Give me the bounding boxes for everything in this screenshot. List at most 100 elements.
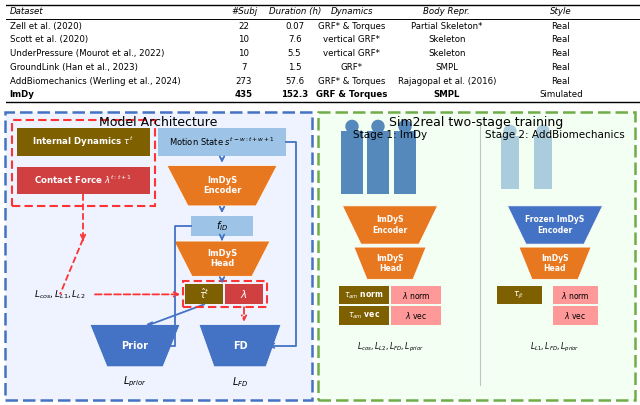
Text: SMPL: SMPL: [435, 63, 458, 72]
Text: Contact Force $\lambda^{t:t+1}$: Contact Force $\lambda^{t:t+1}$: [34, 174, 132, 186]
Text: Scott et al. (2020): Scott et al. (2020): [10, 35, 88, 45]
Text: 435: 435: [235, 90, 253, 100]
Bar: [394, 132, 416, 194]
Text: vertical GRF*: vertical GRF*: [323, 35, 380, 45]
Text: ImDyS
Head: ImDyS Head: [541, 254, 569, 273]
Text: ImDy: ImDy: [10, 90, 35, 100]
Bar: [185, 284, 223, 305]
Text: Body Repr.: Body Repr.: [424, 7, 470, 16]
Polygon shape: [174, 241, 270, 276]
Text: 5.5: 5.5: [288, 49, 301, 58]
Text: Real: Real: [552, 77, 570, 86]
Text: Stage 1: ImDy: Stage 1: ImDy: [353, 130, 427, 141]
Text: 7: 7: [241, 63, 247, 72]
Bar: [183, 281, 267, 307]
Text: GRF* & Torques: GRF* & Torques: [318, 21, 385, 31]
Text: Real: Real: [552, 21, 570, 31]
Text: Duration (h): Duration (h): [269, 7, 321, 16]
Text: 273: 273: [236, 77, 252, 86]
Text: 7.6: 7.6: [288, 35, 301, 45]
Text: Simulated: Simulated: [539, 90, 582, 100]
Text: $\lambda$ norm: $\lambda$ norm: [402, 290, 430, 301]
Text: $L_{L1}, L_{FD}, L_{prior}$: $L_{L1}, L_{FD}, L_{prior}$: [531, 341, 580, 354]
Circle shape: [399, 120, 411, 132]
Text: 1.5: 1.5: [288, 63, 301, 72]
Text: $\lambda$ vec: $\lambda$ vec: [405, 310, 427, 321]
Text: $L_{prior}$: $L_{prior}$: [123, 375, 147, 389]
Polygon shape: [354, 247, 426, 279]
Text: UnderPressure (Mourot et al., 2022): UnderPressure (Mourot et al., 2022): [10, 49, 164, 58]
Polygon shape: [519, 247, 591, 279]
Text: GroundLink (Han et al., 2023): GroundLink (Han et al., 2023): [10, 63, 138, 72]
Bar: [391, 286, 441, 305]
Text: Real: Real: [552, 35, 570, 45]
Text: SMPL: SMPL: [433, 90, 460, 100]
Text: Real: Real: [552, 63, 570, 72]
Polygon shape: [199, 324, 281, 367]
Text: AddBiomechanics (Werling et al., 2024): AddBiomechanics (Werling et al., 2024): [10, 77, 180, 86]
Text: Style: Style: [550, 7, 572, 16]
Text: Model Architecture: Model Architecture: [99, 116, 218, 129]
Text: Dynamics: Dynamics: [330, 7, 373, 16]
Text: $\lambda$: $\lambda$: [240, 288, 248, 301]
Text: Dataset: Dataset: [10, 7, 43, 16]
Text: Partial Skeleton*: Partial Skeleton*: [411, 21, 483, 31]
Bar: [225, 284, 263, 305]
Bar: [552, 286, 598, 305]
Text: FD: FD: [233, 341, 247, 351]
Text: $\tau_{jt}$: $\tau_{jt}$: [513, 290, 525, 301]
Text: $L_{cos}, L_{L2}, L_{FD}, L_{prior}$: $L_{cos}, L_{L2}, L_{FD}, L_{prior}$: [356, 341, 424, 354]
Text: ImDyS
Head: ImDyS Head: [207, 249, 237, 269]
Text: Frozen ImDyS
Encoder: Frozen ImDyS Encoder: [525, 215, 584, 234]
Circle shape: [372, 120, 384, 132]
Bar: [17, 167, 150, 194]
Text: 10: 10: [239, 49, 250, 58]
Text: 57.6: 57.6: [285, 77, 304, 86]
Text: $\lambda$ norm: $\lambda$ norm: [561, 290, 589, 301]
Text: Internal Dynamics $\tau^t$: Internal Dynamics $\tau^t$: [32, 135, 134, 149]
Text: Sim2real two-stage training: Sim2real two-stage training: [389, 116, 564, 129]
Text: 10: 10: [239, 35, 250, 45]
Text: GRF* & Torques: GRF* & Torques: [318, 77, 385, 86]
Circle shape: [537, 126, 549, 137]
Text: #Subj: #Subj: [231, 7, 257, 16]
Text: Skeleton: Skeleton: [428, 35, 465, 45]
Text: Zell et al. (2020): Zell et al. (2020): [10, 21, 81, 31]
Text: ImDyS
Encoder: ImDyS Encoder: [372, 215, 408, 234]
FancyBboxPatch shape: [318, 112, 635, 400]
Bar: [158, 128, 286, 156]
Text: $\tau_{am}$ norm: $\tau_{am}$ norm: [344, 290, 384, 301]
Text: Prior: Prior: [122, 341, 148, 351]
Bar: [12, 120, 155, 206]
Text: $L_{FD}$: $L_{FD}$: [232, 375, 248, 389]
Text: vertical GRF*: vertical GRF*: [323, 49, 380, 58]
FancyBboxPatch shape: [5, 112, 312, 400]
Polygon shape: [90, 324, 180, 367]
Bar: [367, 132, 389, 194]
Text: GRF*: GRF*: [340, 63, 363, 72]
Bar: [391, 307, 441, 324]
Text: 152.3: 152.3: [281, 90, 308, 100]
Text: Motion State $s^{t-w:t+w+1}$: Motion State $s^{t-w:t+w+1}$: [169, 136, 275, 148]
Text: ImDyS
Encoder: ImDyS Encoder: [203, 176, 241, 196]
Text: $\hat{\tau}^t$: $\hat{\tau}^t$: [198, 287, 209, 301]
Text: $f_{ID}$: $f_{ID}$: [216, 219, 228, 233]
Bar: [339, 307, 389, 324]
Bar: [191, 216, 253, 236]
Text: Rajagopal et al. (2016): Rajagopal et al. (2016): [397, 77, 496, 86]
Text: $L_{cos}, L_{L1}, L_{L2}$: $L_{cos}, L_{L1}, L_{L2}$: [34, 288, 86, 301]
Text: Skeleton: Skeleton: [428, 49, 465, 58]
Text: ImDyS
Head: ImDyS Head: [376, 254, 404, 273]
Text: GRF & Torques: GRF & Torques: [316, 90, 387, 100]
Text: Stage 2: AddBiomechanics: Stage 2: AddBiomechanics: [485, 130, 625, 141]
Text: $\tau_{am}$ vec: $\tau_{am}$ vec: [348, 310, 380, 321]
Polygon shape: [508, 206, 602, 244]
Bar: [339, 286, 389, 305]
Bar: [17, 128, 150, 156]
Polygon shape: [342, 206, 438, 244]
Bar: [534, 136, 552, 189]
Bar: [552, 307, 598, 324]
Text: Real: Real: [552, 49, 570, 58]
Text: $\lambda$ vec: $\lambda$ vec: [564, 310, 586, 321]
Text: 22: 22: [239, 21, 250, 31]
